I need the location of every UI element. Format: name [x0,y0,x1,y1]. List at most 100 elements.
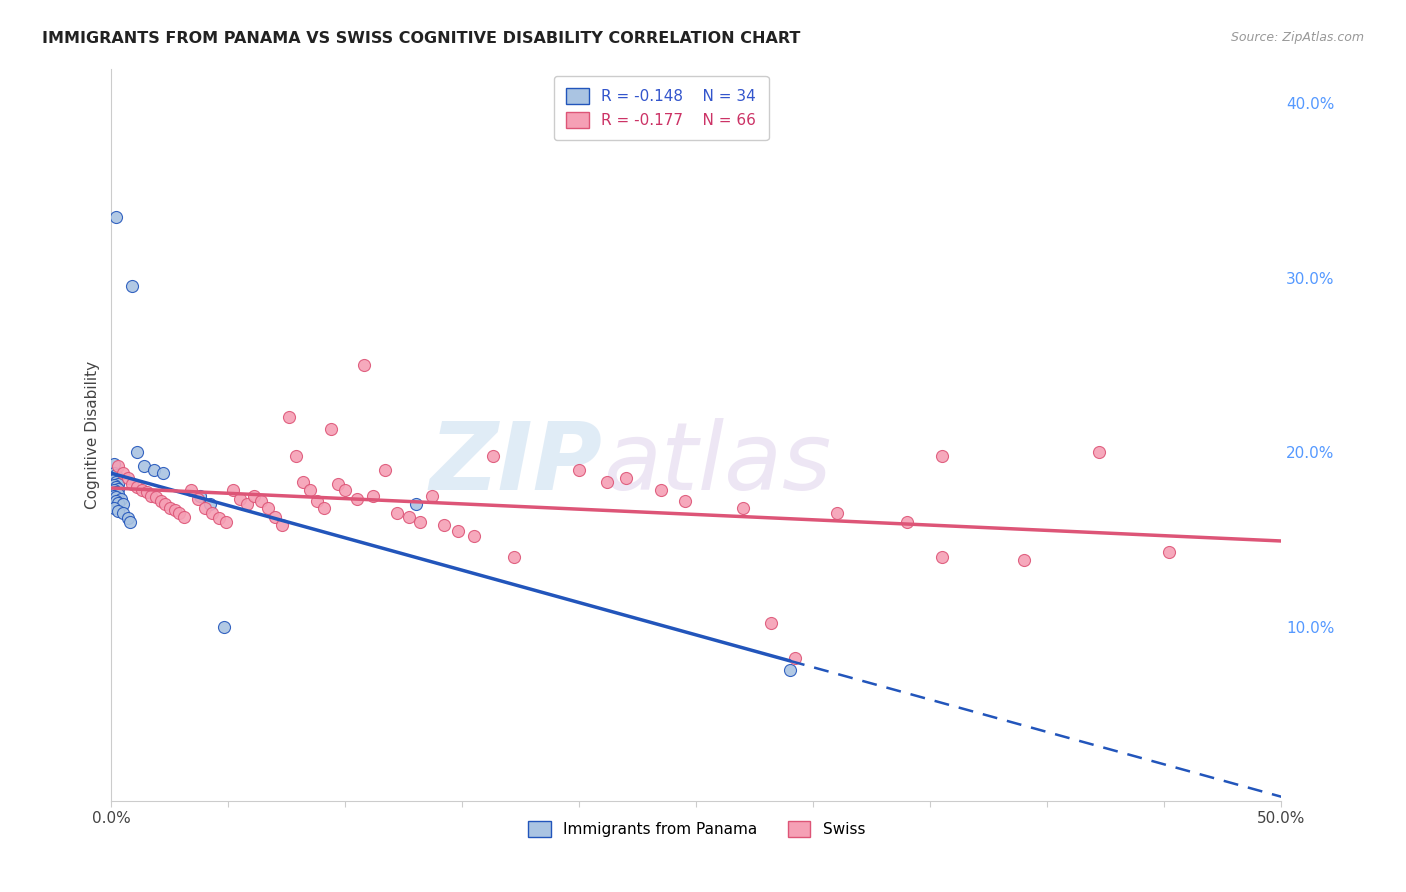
Point [110,492,132,507]
Point [335,483,357,498]
Point [117,511,139,525]
Point [278,410,301,425]
Point [103,458,125,472]
Point [650,483,672,498]
Point [103,489,125,503]
Point [159,500,181,515]
Point [169,506,191,520]
Point [131,483,153,498]
Point [1012,553,1035,567]
Point [779,663,801,677]
Point [222,483,245,498]
Point [931,449,953,463]
Point [229,492,252,507]
Point [105,467,128,482]
Point [733,500,755,515]
Point [433,518,456,533]
Point [353,358,375,372]
Point [187,492,209,507]
Point [215,515,238,529]
Point [155,498,177,512]
Point [121,476,143,491]
Point [127,480,149,494]
Point [112,506,135,520]
Point [825,506,848,520]
Point [346,492,368,507]
Point [363,489,385,503]
Text: atlas: atlas [603,418,831,509]
Point [257,500,280,515]
Point [420,489,443,503]
Point [673,494,696,508]
Point [194,500,217,515]
Point [135,485,157,500]
Point [198,498,221,512]
Point [212,619,235,633]
Point [107,476,129,491]
Point [285,449,308,463]
Point [398,509,420,524]
Point [120,515,142,529]
Point [107,504,129,518]
Point [107,487,129,501]
Point [163,502,186,516]
Point [103,500,125,515]
Point [1157,544,1180,558]
Point [374,462,396,476]
Point [103,473,125,487]
Point [103,466,125,480]
Point [385,506,408,520]
Point [105,210,128,224]
Point [328,476,350,491]
Point [105,480,128,494]
Point [568,462,591,476]
Point [107,459,129,474]
Point [405,498,427,512]
Point [482,449,505,463]
Point [463,529,485,543]
Point [103,483,125,498]
Point [1088,445,1111,459]
Point [502,549,524,564]
Point [173,509,195,524]
Point [271,518,294,533]
Point [596,475,619,489]
Point [931,549,953,564]
Point [761,615,783,630]
Point [314,500,336,515]
Point [112,498,135,512]
Point [149,494,172,508]
Point [299,483,322,498]
Point [121,279,143,293]
Point [208,511,231,525]
Point [180,483,202,498]
Point [105,475,128,489]
Point [105,494,128,508]
Text: IMMIGRANTS FROM PANAMA VS SWISS COGNITIVE DISABILITY CORRELATION CHART: IMMIGRANTS FROM PANAMA VS SWISS COGNITIV… [42,31,800,46]
Legend: Immigrants from Panama, Swiss: Immigrants from Panama, Swiss [520,814,873,845]
Point [107,482,129,496]
Point [117,471,139,485]
Point [236,498,259,512]
Point [292,475,315,489]
Point [152,466,174,480]
Point [105,485,128,500]
Point [112,466,135,480]
Point [141,489,163,503]
Point [321,422,343,436]
Point [201,506,224,520]
Point [142,462,165,476]
Point [307,494,329,508]
Point [105,491,128,505]
Text: Source: ZipAtlas.com: Source: ZipAtlas.com [1230,31,1364,45]
Point [243,489,266,503]
Point [409,515,432,529]
Point [127,445,149,459]
Point [107,496,129,510]
Point [264,509,287,524]
Point [145,491,167,505]
Point [783,651,806,665]
Point [896,515,918,529]
Point [250,494,273,508]
Point [188,489,211,503]
